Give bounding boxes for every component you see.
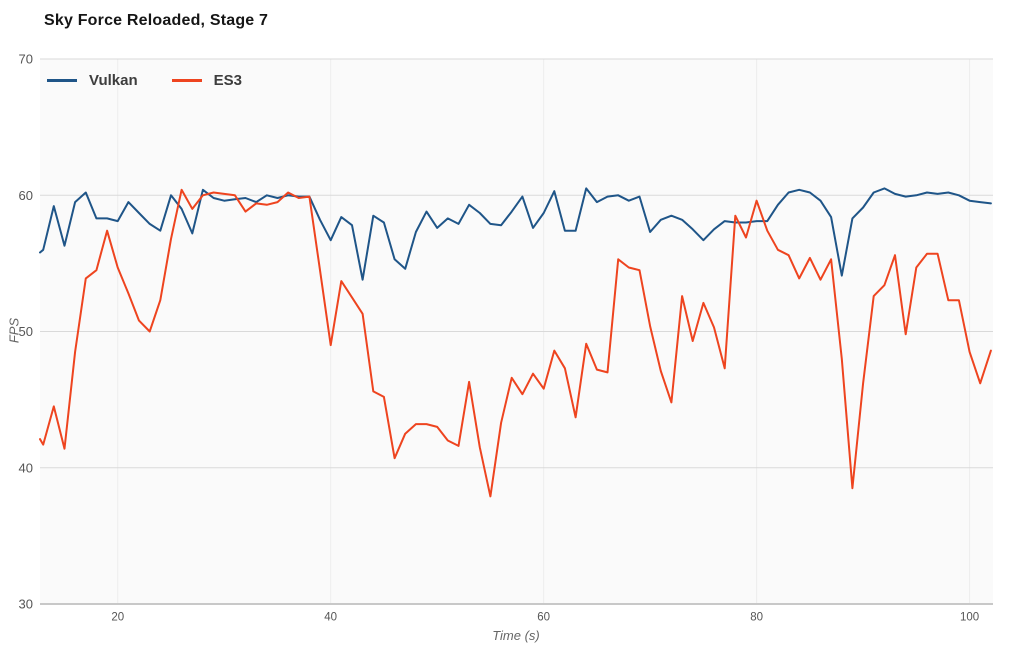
x-tick-label: 60 xyxy=(537,612,550,624)
x-axis-title: Time (s) xyxy=(492,628,540,643)
y-tick-label: 70 xyxy=(19,52,33,67)
x-tick-label: 100 xyxy=(960,612,979,624)
legend-label-es3: ES3 xyxy=(213,71,242,89)
x-tick-label: 80 xyxy=(750,612,763,624)
vulkan-swatch-icon xyxy=(47,78,77,82)
legend-item-vulkan: Vulkan xyxy=(47,72,138,89)
y-tick-label: 60 xyxy=(19,188,33,203)
chart-title: Sky Force Reloaded, Stage 7 xyxy=(44,12,269,29)
es3-swatch-icon xyxy=(171,78,202,82)
vulkan-line-series xyxy=(39,187,992,281)
chart-legend: Vulkan ES3 xyxy=(47,71,242,89)
x-tick-label: 40 xyxy=(324,612,337,624)
y-axis-title: FPS xyxy=(6,317,22,344)
x-tick-label: 20 xyxy=(111,612,124,624)
legend-label-vulkan: Vulkan xyxy=(89,71,138,89)
es3-line-series xyxy=(39,188,992,498)
y-tick-label: 30 xyxy=(19,597,33,612)
y-tick-label: 40 xyxy=(19,460,33,475)
y-tick-label: 50 xyxy=(19,324,33,339)
legend-item-es3: ES3 xyxy=(171,71,242,89)
